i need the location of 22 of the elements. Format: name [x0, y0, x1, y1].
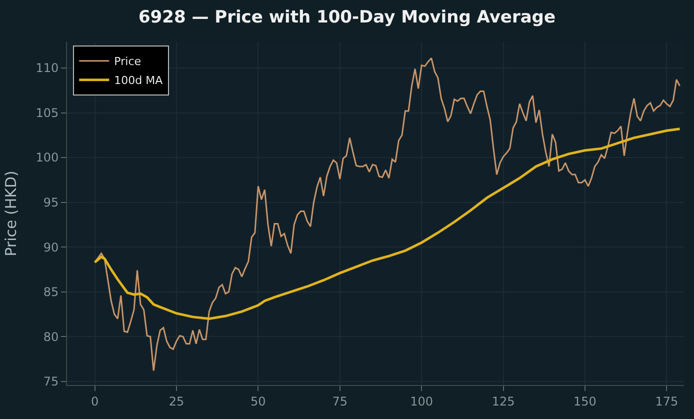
y-axis-title: Price (HKD) — [2, 170, 20, 256]
y-tick-label: 85 — [43, 285, 59, 300]
y-tick-label: 80 — [43, 330, 59, 344]
x-tick-label: 25 — [168, 394, 184, 408]
x-tick-label: 100 — [410, 394, 434, 408]
y-tick-label: 105 — [36, 106, 59, 120]
line-series — [94, 57, 680, 372]
legend-label: 100d MA — [114, 74, 164, 88]
x-tick-label: 150 — [574, 394, 596, 408]
x-tick-label: 0 — [90, 394, 99, 408]
y-tick-label: 100 — [36, 150, 59, 165]
y-tick-label: 110 — [36, 61, 59, 76]
x-tick-label: 125 — [492, 394, 515, 408]
y-tick-label: 90 — [43, 240, 59, 254]
x-tick-label: 75 — [332, 394, 348, 408]
y-tick-label: 95 — [43, 196, 59, 210]
x-tick-label: 50 — [250, 394, 266, 408]
chart-title: 6928 — Price with 100-Day Moving Average — [138, 7, 556, 28]
line-series — [94, 128, 681, 320]
x-tick-label: 175 — [655, 394, 678, 408]
y-tick-label: 75 — [43, 374, 59, 389]
legend-label: Price — [114, 55, 142, 68]
